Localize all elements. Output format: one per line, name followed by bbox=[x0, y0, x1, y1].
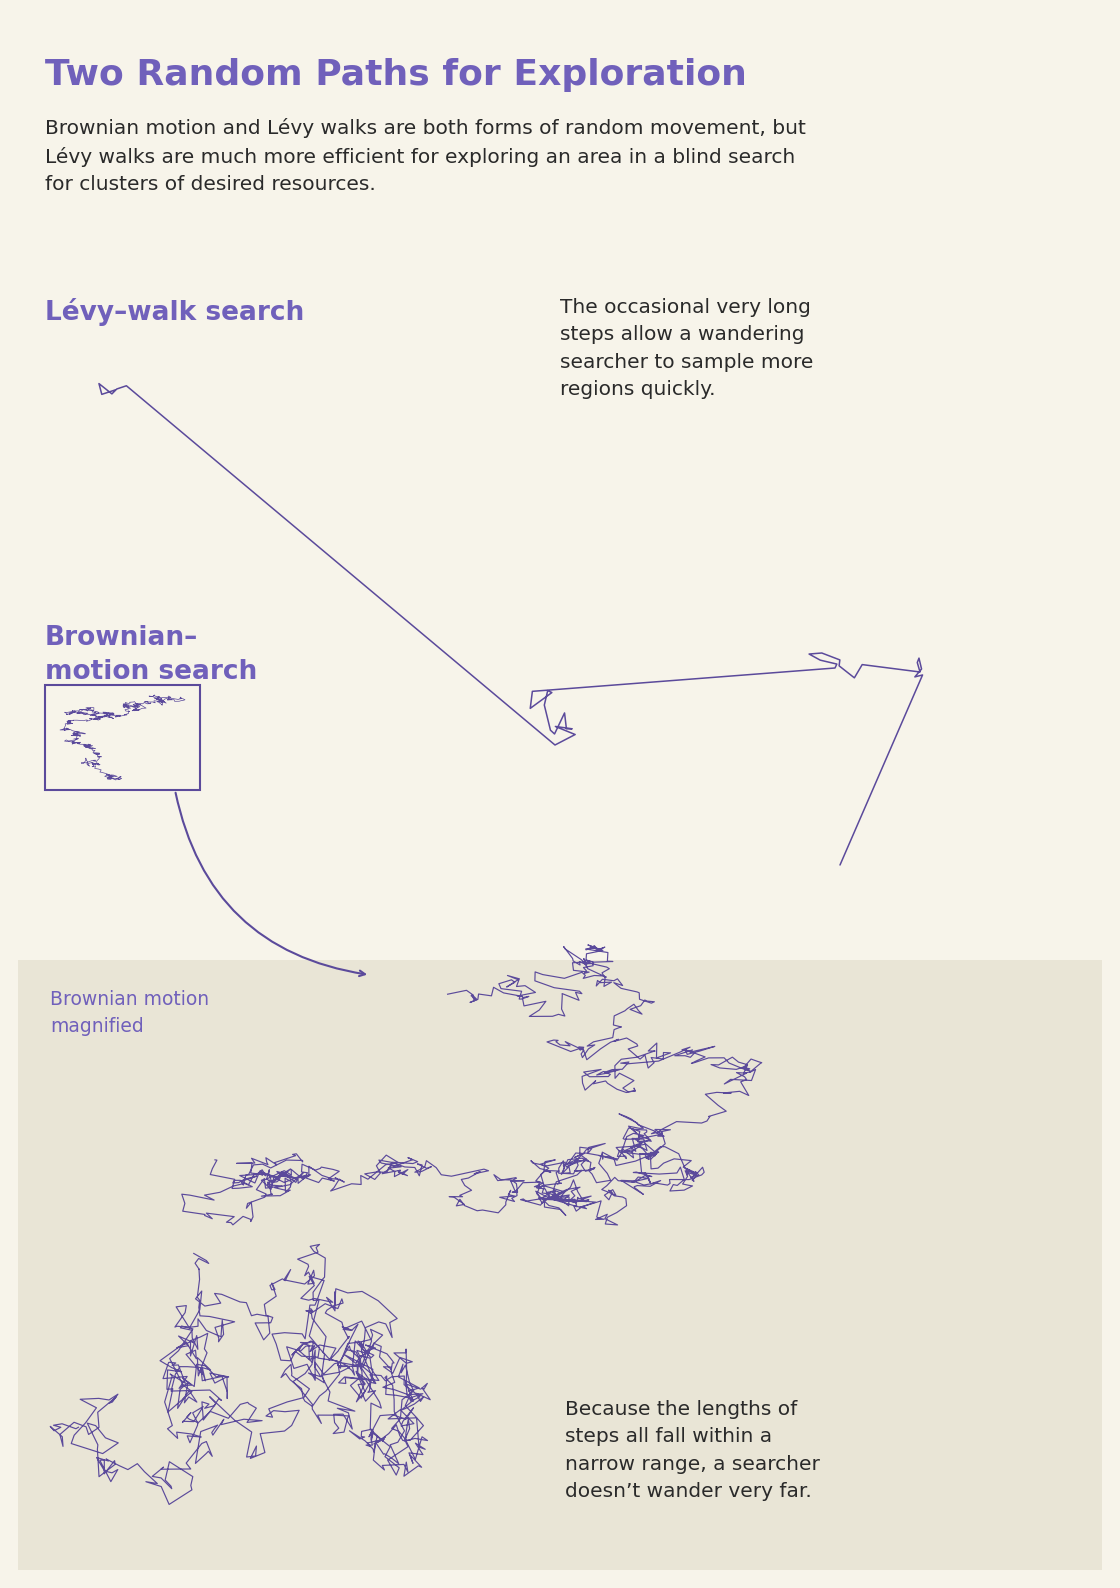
Text: Brownian motion
magnified: Brownian motion magnified bbox=[50, 989, 209, 1035]
Text: Lévy–walk search: Lévy–walk search bbox=[45, 299, 305, 326]
Text: Because the lengths of
steps all fall within a
narrow range, a searcher
doesn’t : Because the lengths of steps all fall wi… bbox=[564, 1401, 820, 1501]
Text: Brownian motion and Lévy walks are both forms of random movement, but
Lévy walks: Brownian motion and Lévy walks are both … bbox=[45, 118, 806, 194]
Bar bbox=[18, 961, 1102, 1571]
Bar bbox=[45, 684, 200, 789]
Text: Two Random Paths for Exploration: Two Random Paths for Exploration bbox=[45, 59, 747, 92]
Text: The occasional very long
steps allow a wandering
searcher to sample more
regions: The occasional very long steps allow a w… bbox=[560, 299, 813, 399]
Text: Brownian–
motion search: Brownian– motion search bbox=[45, 626, 258, 684]
